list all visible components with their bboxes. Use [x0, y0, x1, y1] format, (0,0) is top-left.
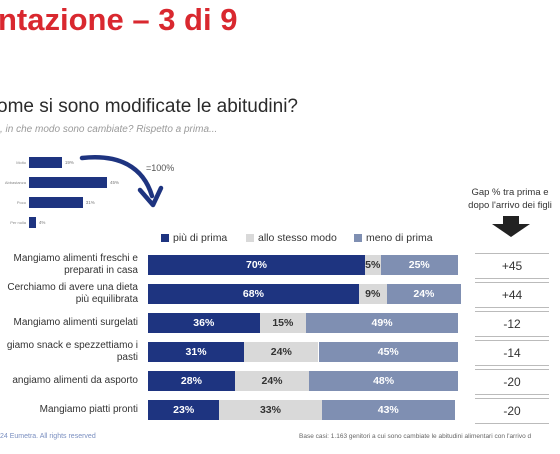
- gap-value: -20: [475, 398, 549, 424]
- bar-segment-stesso: 24%: [244, 342, 319, 362]
- data-label: 31%: [185, 346, 207, 358]
- legend-item: meno di prima: [354, 232, 433, 244]
- data-label: 5%: [365, 259, 381, 271]
- bar-segment-meno: 45%: [318, 342, 458, 362]
- data-label: 28%: [180, 375, 202, 387]
- bar-segment-meno: 48%: [309, 371, 458, 391]
- mini-bar-label: Poco: [16, 200, 26, 205]
- mini-bar: [29, 197, 83, 208]
- total-note: =100%: [146, 163, 175, 173]
- data-label: 24%: [413, 288, 435, 300]
- bar-segment-stesso: 9%: [358, 284, 387, 304]
- subquestion-text: , in che modo sono cambiate? Rispetto a …: [0, 124, 218, 135]
- bar-segment-stesso: 15%: [259, 313, 307, 333]
- category-label: Cerchiamo di avere una dieta più equilibr…: [0, 282, 138, 306]
- data-label: 70%: [245, 259, 267, 271]
- category-label: Mangiamo alimenti freschi e preparati in …: [0, 253, 139, 277]
- mini-bar: [29, 157, 62, 168]
- legend-label: allo stesso modo: [258, 232, 337, 244]
- base-note-footer: Base casi: 1.163 genitori a cui sono cam…: [299, 433, 532, 440]
- legend-label: più di prima: [173, 232, 228, 244]
- legend-label: meno di prima: [366, 232, 433, 244]
- data-label: 48%: [373, 375, 395, 387]
- curved-arrow-icon: [79, 155, 164, 208]
- data-label: 24%: [261, 375, 283, 387]
- data-label: 36%: [193, 317, 215, 329]
- bar-segment-meno: 43%: [321, 400, 455, 420]
- category-label: Mangiamo alimenti surgelati: [0, 317, 138, 329]
- bar-segment-meno: 49%: [306, 313, 458, 333]
- category-label-line: Mangiamo alimenti freschi e: [13, 253, 139, 264]
- data-label: 49%: [371, 317, 393, 329]
- category-label-line: pasti: [116, 352, 138, 363]
- legend-item: allo stesso modo: [246, 232, 337, 244]
- mini-bar-value: 19%: [64, 160, 74, 165]
- page-title: ntazione – 3 di 9: [0, 2, 238, 37]
- mini-bar-value: 4%: [38, 220, 46, 225]
- data-label: 15%: [272, 317, 294, 329]
- down-arrow-icon: [492, 216, 530, 237]
- gap-value: -12: [475, 311, 549, 337]
- category-label: giamo snack e spezzettiamo i pasti: [0, 340, 138, 364]
- legend-item: più di prima: [161, 232, 227, 244]
- gap-header-line: Gap % tra prima e: [471, 187, 549, 198]
- mini-bar: [29, 177, 107, 188]
- bar-segment-piu: 68%: [148, 284, 359, 304]
- bar-segment-piu: 36%: [148, 313, 260, 333]
- bar-segment-stesso: 24%: [234, 371, 310, 391]
- bar-segment-stesso: 33%: [219, 400, 322, 420]
- legend-swatch: [354, 234, 362, 242]
- gap-value: -14: [475, 340, 549, 366]
- mini-bar-label: Per nulla: [10, 220, 26, 225]
- legend-swatch: [246, 234, 254, 242]
- bar-segment-piu: 23%: [148, 400, 220, 420]
- bar-segment-stesso: 5%: [365, 255, 381, 275]
- bar-segment-piu: 31%: [148, 342, 245, 362]
- legend-swatch: [161, 234, 169, 242]
- data-label: 68%: [242, 288, 264, 300]
- data-label: 23%: [173, 404, 195, 416]
- copyright-footer: 24 Eumetra. All rights reserved: [0, 433, 96, 440]
- bar-segment-meno: 25%: [380, 255, 458, 275]
- mini-bar-value: 31%: [85, 200, 95, 205]
- category-label-line: Mangiamo alimenti surgelati: [13, 317, 138, 328]
- gap-value: -20: [475, 369, 549, 395]
- category-label: Mangiamo piatti pronti: [0, 404, 138, 416]
- category-label-line: preparati in casa: [64, 265, 138, 276]
- bar-segment-piu: 70%: [148, 255, 365, 275]
- data-label: 43%: [377, 404, 399, 416]
- bar-segment-meno: 24%: [386, 284, 462, 304]
- category-label: angiamo alimenti da asporto: [0, 375, 138, 387]
- mini-bar-label: Abbastanza: [4, 180, 26, 185]
- gap-value: +45: [475, 253, 549, 279]
- category-label-line: angiamo alimenti da asporto: [12, 375, 138, 386]
- mini-bar-label: Molto: [16, 160, 26, 165]
- data-label: 24%: [270, 346, 292, 358]
- gap-header: Gap % tra prima e dopo l'arrivo dei figl…: [440, 186, 560, 212]
- data-label: 9%: [365, 288, 381, 300]
- question-text: ome si sono modificate le abitudini?: [0, 96, 299, 117]
- gap-header-line: dopo l'arrivo dei figli: [468, 200, 552, 211]
- bar-segment-piu: 28%: [148, 371, 235, 391]
- category-label-line: Mangiamo piatti pronti: [39, 404, 138, 415]
- category-label-line: più equilibrata: [75, 294, 138, 305]
- data-label: 33%: [259, 404, 281, 416]
- gap-value: +44: [475, 282, 549, 308]
- data-label: 25%: [408, 259, 430, 271]
- category-label-line: giamo snack e spezzettiamo i: [6, 340, 138, 351]
- data-label: 45%: [377, 346, 399, 358]
- mini-bar-value: 45%: [110, 180, 120, 185]
- category-label-line: Cerchiamo di avere una dieta: [7, 282, 138, 293]
- mini-bar: [29, 217, 36, 228]
